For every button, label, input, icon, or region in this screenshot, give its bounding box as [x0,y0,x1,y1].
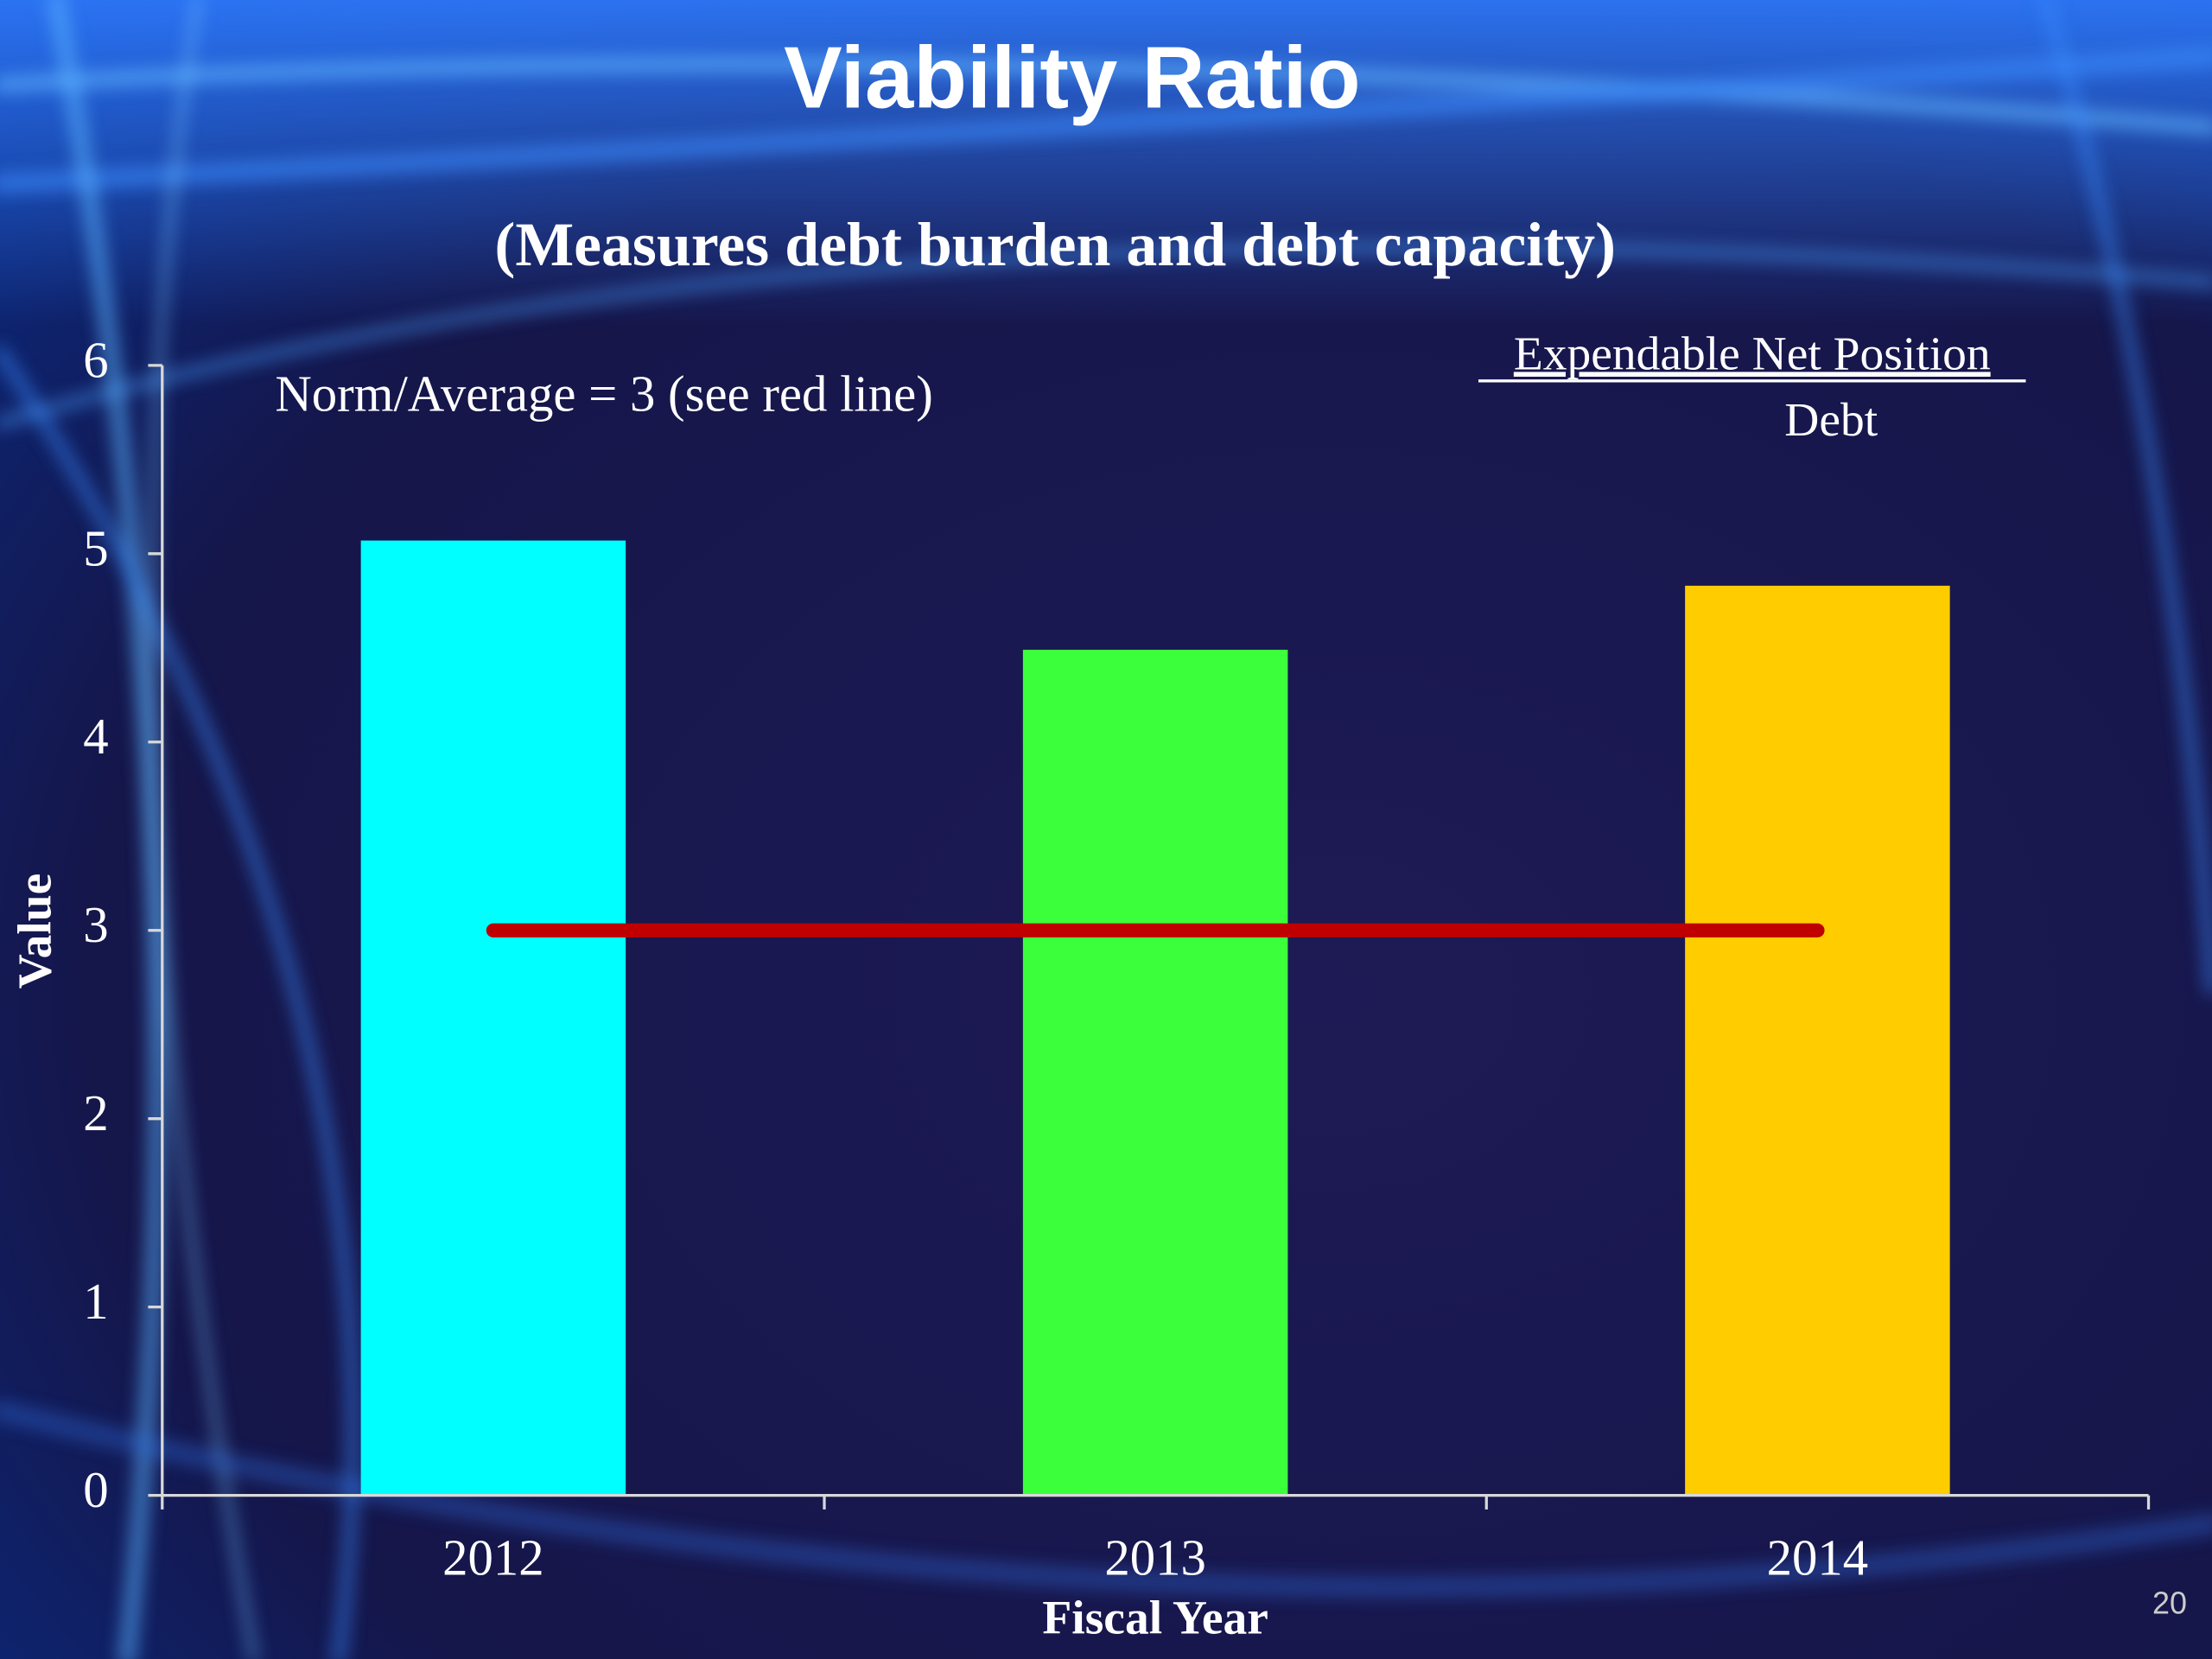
x-axis-label: Fiscal Year [1042,1592,1268,1644]
chart-subtitle: (Measures debt burden and debt capacity) [494,210,1616,279]
y-tick-label: 0 [83,1462,108,1518]
bar [1022,649,1288,1496]
formula-numerator: Expendable Net Position [1514,327,1991,380]
formula-denominator: Debt [1784,394,1878,447]
y-axis-label: Value [9,874,61,989]
y-tick-label: 6 [83,332,108,388]
y-tick-label: 3 [83,897,108,953]
y-tick-label: 2 [83,1085,108,1141]
bar [1685,585,1950,1496]
y-tick-label: 5 [83,520,108,576]
chart-title: Viability Ratio [784,29,1360,127]
y-tick-label: 1 [83,1274,108,1330]
page-number: 20 [2152,1585,2187,1620]
x-tick-label: 2012 [442,1529,544,1586]
bar [360,540,626,1496]
x-tick-label: 2013 [1104,1529,1206,1586]
x-tick-label: 2014 [1767,1529,1869,1586]
y-tick-label: 4 [83,709,108,765]
annotation: Norm/Average = 3 (see red line) [275,366,932,423]
